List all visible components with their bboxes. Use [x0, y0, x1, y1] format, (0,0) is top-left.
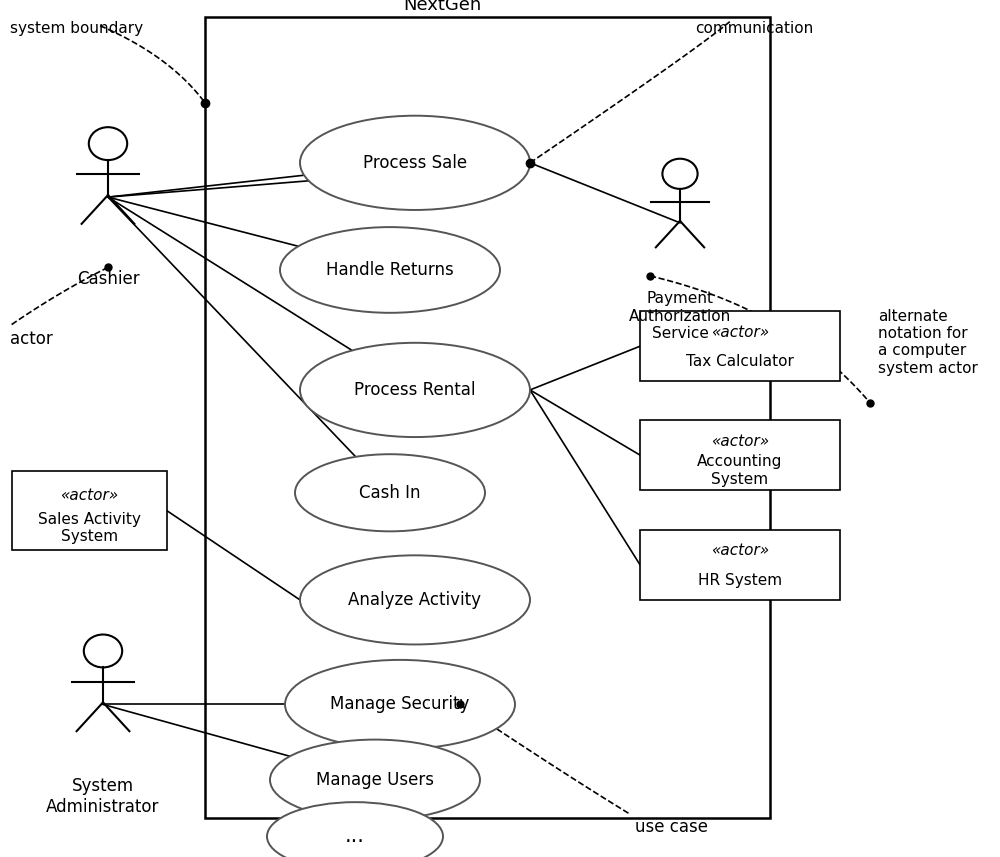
FancyBboxPatch shape — [640, 311, 840, 381]
Ellipse shape — [280, 227, 500, 313]
Ellipse shape — [300, 116, 530, 210]
Text: Cash In: Cash In — [359, 483, 421, 502]
FancyBboxPatch shape — [640, 530, 840, 600]
Text: Tax Calculator: Tax Calculator — [686, 354, 794, 369]
FancyBboxPatch shape — [205, 17, 770, 818]
Text: «actor»: «actor» — [711, 434, 769, 448]
Text: Handle Returns: Handle Returns — [326, 261, 454, 279]
Text: Process Sale: Process Sale — [363, 153, 467, 172]
Ellipse shape — [285, 660, 515, 749]
FancyBboxPatch shape — [640, 420, 840, 490]
Text: Accounting
System: Accounting System — [697, 454, 783, 487]
Ellipse shape — [300, 343, 530, 437]
Ellipse shape — [267, 802, 443, 857]
FancyBboxPatch shape — [12, 471, 167, 550]
Ellipse shape — [295, 454, 485, 531]
Text: communication: communication — [695, 21, 813, 37]
Text: System
Administrator: System Administrator — [46, 777, 160, 816]
Text: alternate
notation for
a computer
system actor: alternate notation for a computer system… — [878, 309, 978, 375]
Text: ...: ... — [345, 826, 365, 847]
Text: «actor»: «actor» — [711, 543, 769, 558]
Text: use case: use case — [635, 818, 708, 836]
Text: Analyze Activity: Analyze Activity — [349, 590, 482, 609]
Text: Cashier: Cashier — [77, 270, 139, 288]
Text: actor: actor — [10, 330, 53, 348]
Text: Manage Security: Manage Security — [330, 695, 470, 714]
Ellipse shape — [270, 740, 480, 820]
Text: «actor»: «actor» — [60, 488, 119, 502]
Text: «actor»: «actor» — [711, 325, 769, 339]
Text: Process Rental: Process Rental — [354, 381, 476, 399]
Text: Sales Activity
System: Sales Activity System — [38, 512, 141, 544]
Text: HR System: HR System — [698, 572, 782, 588]
Text: Manage Users: Manage Users — [316, 770, 434, 789]
Ellipse shape — [300, 555, 530, 644]
Text: system boundary: system boundary — [10, 21, 143, 37]
Text: Payment
Authorization
Service: Payment Authorization Service — [629, 291, 731, 341]
Text: NextGen: NextGen — [403, 0, 481, 14]
